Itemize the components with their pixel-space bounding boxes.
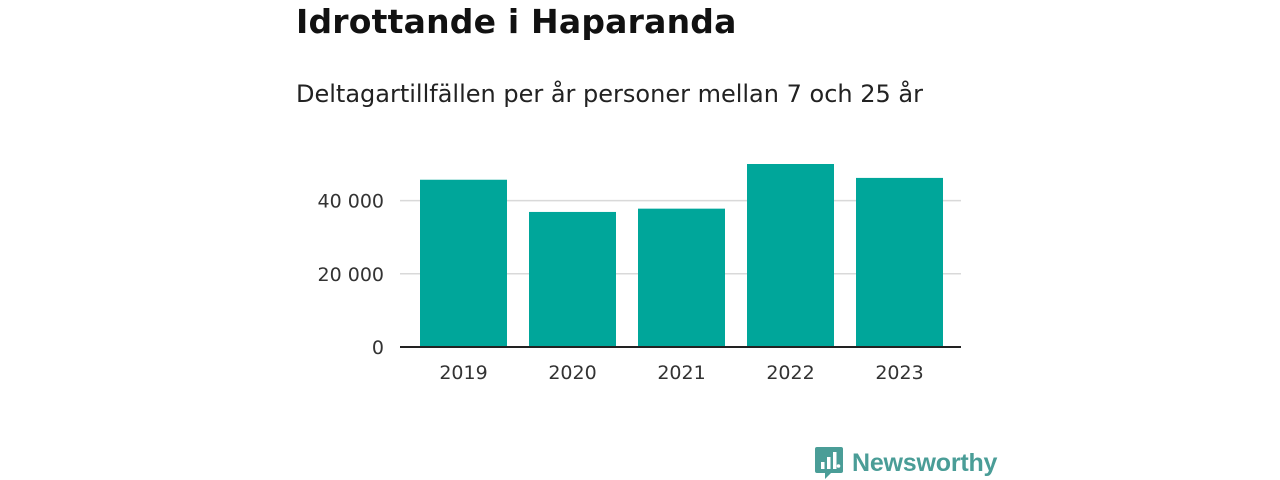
y-tick-label: 0 — [372, 337, 384, 359]
x-tick-label: 2022 — [766, 362, 814, 384]
chart-title: Idrottande i Haparanda — [296, 2, 737, 41]
logo-text: Newsworthy — [852, 448, 998, 477]
newsworthy-logo: Newsworthy — [814, 446, 997, 480]
newsworthy-chart-bubble-icon — [815, 447, 843, 479]
y-tick-label: 40 000 — [318, 191, 384, 213]
chart-subtitle: Deltagartillfällen per år personer mella… — [296, 80, 923, 108]
x-tick-label: 2023 — [875, 362, 923, 384]
bars — [420, 164, 943, 347]
x-tick-label: 2020 — [548, 362, 596, 384]
bar-2021 — [638, 208, 725, 347]
x-tick-label: 2021 — [657, 362, 705, 384]
y-tick-label: 20 000 — [318, 264, 384, 286]
x-tick-label: 2019 — [439, 362, 487, 384]
axes: 0 20 000 40 000 2019 2020 2021 2022 2023 — [318, 191, 961, 384]
bar-2020 — [529, 211, 616, 347]
bar-2023 — [856, 177, 943, 347]
bar-2022 — [747, 164, 834, 347]
bar-2019 — [420, 179, 507, 347]
